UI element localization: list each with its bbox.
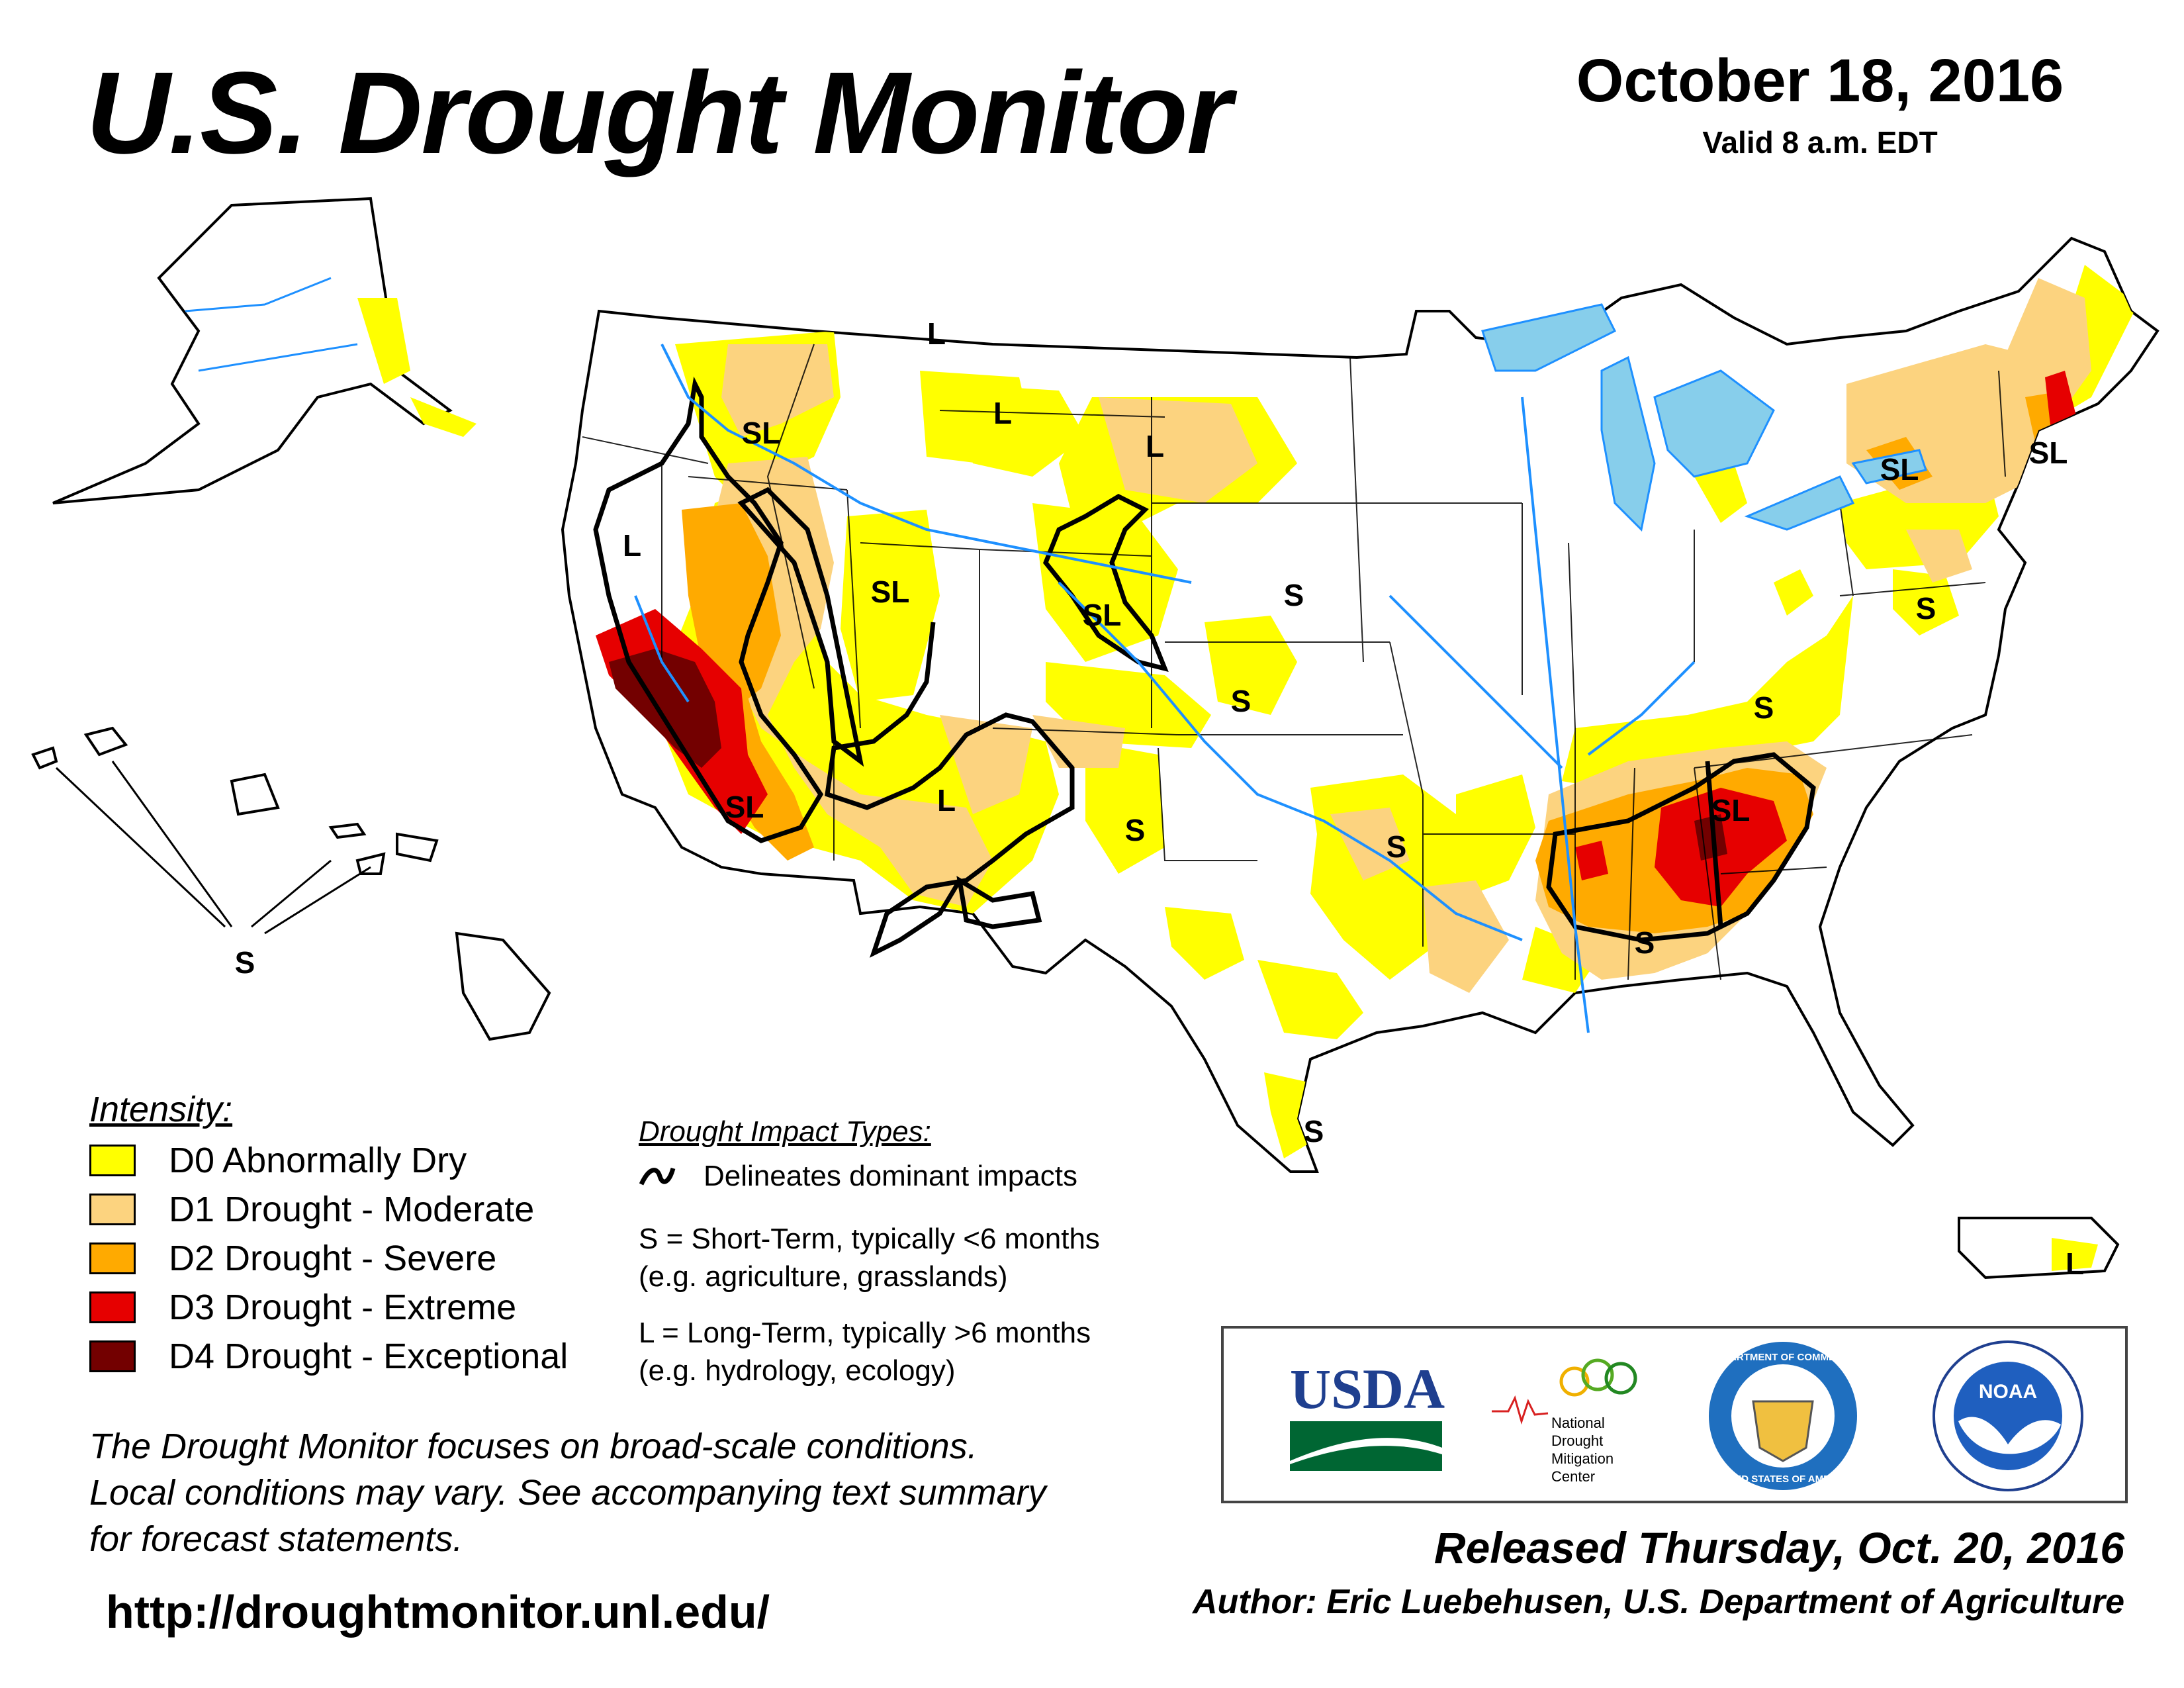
agency-logos: USDA National Drought Mitigation Center … xyxy=(1221,1326,2128,1503)
label-ok-s: S xyxy=(1387,829,1407,864)
impact-line-legend: Delineates dominant impacts xyxy=(639,1160,1077,1193)
legend-item-d2: D2 Drought - Severe xyxy=(89,1237,496,1280)
page-title: U.S. Drought Monitor xyxy=(86,48,1232,178)
note-line: The Drought Monitor focuses on broad-sca… xyxy=(89,1427,978,1466)
usda-logo: USDA xyxy=(1290,1357,1445,1471)
alaska-d0 xyxy=(357,298,410,384)
author: Author: Eric Luebehusen, U.S. Department… xyxy=(1193,1583,2124,1621)
rivers xyxy=(634,344,1696,1033)
label-pr-l: L xyxy=(2066,1246,2084,1281)
state-boundaries xyxy=(582,344,2006,980)
commerce-seal: DEPARTMENT OF COMMERCE UNITED STATES OF … xyxy=(1709,1342,1857,1490)
label-co-sl: SL xyxy=(1083,598,1122,632)
alaska-outline xyxy=(52,197,453,504)
legend-label: D1 Drought - Moderate xyxy=(169,1190,535,1229)
great-lakes xyxy=(1481,303,1927,532)
website-url[interactable]: http://droughtmonitor.unl.edu/ xyxy=(106,1586,770,1638)
label-ny-sl: SL xyxy=(1880,452,1919,487)
legend-item-d0: D0 Abnormally Dry xyxy=(89,1139,467,1182)
legend-label: D4 Drought - Exceptional xyxy=(169,1336,569,1376)
short-term-label: S = Short-Term, typically <6 months xyxy=(639,1223,1100,1255)
disclaimer-note: The Drought Monitor focuses on broad-sca… xyxy=(89,1423,1248,1562)
note-line: for forecast statements. xyxy=(89,1519,463,1559)
label-az-l: L xyxy=(937,783,956,818)
legend-swatch xyxy=(89,1291,136,1323)
impact-line-label: Delineates dominant impacts xyxy=(704,1160,1077,1192)
legend-swatch xyxy=(89,1340,136,1372)
conus-outline xyxy=(561,236,2160,1173)
release-date: Released Thursday, Oct. 20, 2016 xyxy=(1433,1523,2124,1572)
long-term-examples: (e.g. hydrology, ecology) xyxy=(639,1354,956,1387)
ndmc-logo: National Drought Mitigation Center xyxy=(1492,1358,1637,1485)
impact-boundaries xyxy=(593,376,1816,958)
label-se-sl: SL xyxy=(1711,793,1751,827)
svg-text:DEPARTMENT OF COMMERCE: DEPARTMENT OF COMMERCE xyxy=(1709,1352,1856,1363)
label-wy-l: L xyxy=(1146,429,1164,463)
legend-item-d4: D4 Drought - Exceptional xyxy=(89,1335,568,1378)
short-term-examples: (e.g. agriculture, grasslands) xyxy=(639,1260,1008,1293)
legend-label: D3 Drought - Extreme xyxy=(169,1288,517,1327)
svg-text:NOAA: NOAA xyxy=(1979,1381,2037,1403)
label-nca-l: L xyxy=(623,528,641,563)
impact-types-title: Drought Impact Types: xyxy=(639,1115,931,1148)
label-sca-sl: SL xyxy=(725,790,764,824)
long-term-label: L = Long-Term, typically >6 months xyxy=(639,1317,1091,1349)
hawaii-islands xyxy=(31,726,551,1041)
legend-swatch xyxy=(89,1145,136,1176)
label-nj-s: S xyxy=(1916,591,1936,626)
noaa-logo: NOAA xyxy=(1933,1340,2083,1491)
svg-text:Mitigation: Mitigation xyxy=(1551,1450,1614,1467)
label-hi-s: S xyxy=(235,945,255,980)
label-ks-s: S xyxy=(1231,684,1251,718)
svg-text:UNITED STATES OF AMERICA: UNITED STATES OF AMERICA xyxy=(1711,1474,1854,1485)
legend-label: D0 Abnormally Dry xyxy=(169,1141,467,1180)
impact-line-icon xyxy=(639,1167,676,1186)
legend-label: D2 Drought - Severe xyxy=(169,1239,497,1278)
valid-time: Valid 8 a.m. EDT xyxy=(1702,125,1938,160)
label-al-s: S xyxy=(1635,925,1655,960)
logos-svg: USDA National Drought Mitigation Center … xyxy=(1290,1340,2083,1491)
label-ne-sl: SL xyxy=(2029,436,2068,470)
label-pnw-sl: SL xyxy=(742,416,781,450)
note-line: Local conditions may vary. See accompany… xyxy=(89,1473,1046,1513)
label-nm-s: S xyxy=(1125,813,1146,847)
legend-swatch xyxy=(89,1194,136,1225)
map-date: October 18, 2016 xyxy=(1576,47,2064,115)
legend-swatch xyxy=(89,1243,136,1274)
svg-text:USDA: USDA xyxy=(1290,1357,1445,1421)
svg-text:National: National xyxy=(1551,1415,1605,1431)
label-ky-s: S xyxy=(1754,690,1774,725)
label-mt2-l: L xyxy=(993,396,1012,430)
label-tx-s: S xyxy=(1304,1114,1324,1149)
legend-item-d3: D3 Drought - Extreme xyxy=(89,1286,516,1329)
legend-item-d1: D1 Drought - Moderate xyxy=(89,1188,534,1231)
svg-text:Center: Center xyxy=(1551,1468,1595,1485)
label-ut-sl: SL xyxy=(871,575,910,609)
label-mt-l: L xyxy=(927,316,946,351)
label-ne-s: S xyxy=(1284,578,1304,612)
svg-text:Drought: Drought xyxy=(1551,1432,1603,1449)
legend-title: Intensity: xyxy=(89,1090,233,1129)
